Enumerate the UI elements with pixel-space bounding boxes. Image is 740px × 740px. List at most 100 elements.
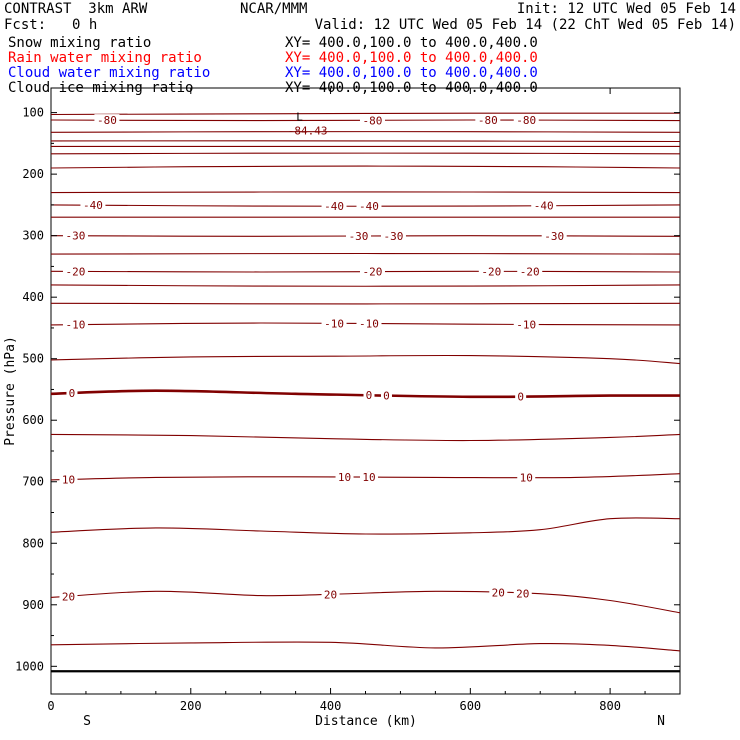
contour-line (50, 354, 681, 365)
y-tick-label: 300 (22, 229, 44, 243)
x-tick-label: 0 (47, 699, 54, 713)
contour-label: -20 (363, 266, 383, 279)
contour-line (50, 641, 681, 652)
contour-label-bg (59, 473, 78, 486)
y-tick-label: 800 (22, 536, 44, 550)
contour-label: 20 (62, 590, 75, 603)
contour-line (50, 112, 681, 116)
contour-label-bg (321, 588, 340, 601)
contour-line (50, 152, 681, 155)
contour-label: -80 (363, 114, 383, 127)
y-tick-label: 400 (22, 290, 44, 304)
contour-label-bg (62, 318, 88, 331)
contour-label: -40 (359, 200, 379, 213)
contour-label: -10 (359, 318, 379, 331)
field-snow-name: Snow mixing ratio (8, 35, 152, 51)
x-tick-label: 400 (320, 699, 342, 713)
x-axis-label: Distance (km) (315, 714, 417, 729)
contour-label-bg (321, 317, 347, 330)
contour-line (50, 140, 681, 143)
contour-label-bg (335, 471, 354, 484)
contour-label: 20 (492, 587, 505, 600)
contour-label-bg (489, 586, 508, 599)
contour-label-bg (380, 229, 406, 242)
contour-label: -20 (66, 265, 86, 278)
contour-label: -10 (516, 318, 536, 331)
contour-label-bg (359, 114, 385, 127)
contour-line (50, 284, 681, 287)
contour-line (50, 433, 681, 442)
contour-label-bg (531, 199, 557, 212)
y-tick-label: 600 (22, 413, 44, 427)
contour-label-bg (515, 390, 527, 403)
contour-label-bg (346, 229, 372, 242)
contour-label: -20 (520, 266, 540, 279)
contour-line (50, 252, 681, 255)
init-time: Init: 12 UTC Wed 05 Feb 14 (516, 1, 736, 17)
contour-label: 10 (362, 471, 375, 484)
contour-label: 0 (69, 387, 76, 400)
y-tick-label: 200 (22, 167, 44, 181)
contour-label-bg (59, 590, 78, 603)
field-rain-xy: XY= 400.0,100.0 to 400.0,400.0 (285, 50, 538, 66)
contour-label-bg (359, 471, 378, 484)
contour-label-bg (478, 265, 504, 278)
plot-title: CONTRAST 3km ARW (4, 1, 148, 17)
y-tick-label: 700 (22, 475, 44, 489)
contour-label-bg (80, 199, 106, 212)
contour-label: 10 (338, 471, 351, 484)
contour-label-bg (513, 587, 532, 600)
x-end-label-south: S (83, 714, 91, 729)
contour-label: 0 (383, 389, 390, 402)
contour-label: -40 (534, 200, 554, 213)
forecast-value: 0 h (72, 17, 98, 33)
contour-label: 20 (324, 588, 337, 601)
contour-line (50, 590, 681, 614)
contour-label-bg (517, 265, 543, 278)
contour-label-bg (66, 387, 78, 400)
x-end-label-north: N (657, 714, 665, 729)
contour-label: -10 (66, 319, 86, 332)
contour-label-bg (356, 317, 382, 330)
contour-label: -80 (478, 114, 498, 127)
contour-line (50, 302, 681, 305)
x-tick-label: 800 (599, 699, 621, 713)
contour-label-bg (94, 114, 120, 127)
y-axis-label: Pressure (hPa) (3, 336, 18, 446)
minimum-marker: L (296, 111, 303, 124)
contour-label: -80 (516, 114, 536, 127)
valid-time: Valid: 12 UTC Wed 05 Feb 14 (22 ChT Wed … (314, 17, 736, 33)
contour-label: 10 (520, 471, 533, 484)
y-tick-label: 500 (22, 352, 44, 366)
contour-label: 0 (517, 390, 524, 403)
minimum-value: -84.43 (288, 125, 328, 138)
contour-line (50, 131, 681, 133)
field-cloud-water-xy: XY= 400.0,100.0 to 400.0,400.0 (285, 65, 538, 81)
contour-line (50, 517, 681, 535)
contour-label: -30 (384, 230, 404, 243)
contour-label-bg (475, 114, 501, 127)
contour-labels: -80 -80 -80 -80 -40 -40 -40 -40 -30 -30 -30 -30 -20 -… (59, 114, 567, 603)
forecast-label: Fcst: (4, 17, 47, 33)
contour-label: -40 (324, 200, 344, 213)
field-cloud-water-name: Cloud water mixing ratio (8, 65, 211, 81)
y-tick-label: 900 (22, 598, 44, 612)
contour-label: -30 (66, 230, 86, 243)
contour-label-bg (321, 200, 347, 213)
contour-label: -10 (324, 317, 344, 330)
contour-label: -30 (349, 230, 369, 243)
field-rain-name: Rain water mixing ratio (8, 50, 202, 66)
contour-label: 20 (516, 587, 529, 600)
contour-label-bg (62, 265, 88, 278)
contour-label-bg (517, 471, 536, 484)
contour-label-bg (541, 229, 567, 242)
y-tick-label: 1000 (15, 659, 44, 673)
contour-label-bg (513, 114, 539, 127)
field-snow-xy: XY= 400.0,100.0 to 400.0,400.0 (285, 35, 538, 51)
contour-label-bg (363, 389, 375, 402)
contour-label: -30 (544, 230, 564, 243)
contour-label-bg (356, 200, 382, 213)
plot-source: NCAR/MMM (240, 1, 308, 17)
contour-line (50, 191, 681, 194)
